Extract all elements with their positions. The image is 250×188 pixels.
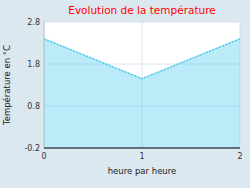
y-axis-label: Température en °C [2, 45, 12, 126]
y-axis [44, 22, 45, 148]
y-grid-line [44, 148, 240, 149]
x-tick-label: 2 [237, 152, 242, 161]
x-tick-label: 1 [139, 152, 144, 161]
y-tick-label: 1.8 [27, 60, 40, 69]
chart-container: -0.2 0.8 1.8 2.8 0 1 2 Evolution de la températ… [0, 0, 250, 188]
x-tick-label: 0 [41, 152, 46, 161]
y-tick-label: 2.8 [27, 18, 40, 27]
y-tick-label: -0.2 [24, 144, 40, 153]
grid [44, 22, 240, 148]
area [44, 39, 240, 148]
title: Evolution de la température [68, 4, 215, 16]
x-axis-label: heure par heure [108, 166, 177, 176]
plot-background [44, 22, 240, 148]
line [44, 39, 240, 79]
background [0, 0, 250, 188]
y-tick-label: 0.8 [27, 102, 40, 111]
x-axis [44, 148, 240, 149]
data-group [44, 39, 240, 148]
chart: -0.2 0.8 1.8 2.8 0 1 2 Evolution de la températ… [0, 0, 250, 188]
